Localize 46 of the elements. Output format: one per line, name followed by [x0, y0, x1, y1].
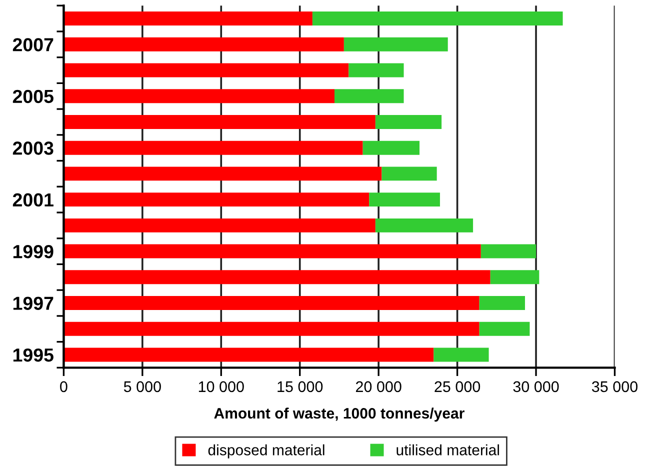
legend-label: disposed material: [208, 444, 324, 458]
x-tick-label: 15 000: [278, 381, 323, 392]
bar: [480, 244, 536, 258]
x-tick-label: 20 000: [356, 381, 402, 392]
bar: [64, 218, 376, 232]
x-tick-label: 35 000: [592, 381, 638, 392]
x-axis-title: Amount of waste, 1000 tonnes/year: [214, 408, 464, 422]
bar: [490, 270, 540, 284]
bar: [64, 89, 334, 104]
bar: [334, 89, 404, 104]
bar: [64, 140, 363, 155]
bar: [479, 322, 530, 336]
bar: [64, 12, 312, 26]
bar: [348, 63, 404, 78]
bar: [375, 218, 474, 232]
y-tick-label: 1999: [13, 244, 54, 258]
bar: [64, 296, 480, 310]
bar: [479, 296, 525, 310]
bar: [344, 37, 448, 52]
bar: [64, 192, 370, 207]
bar: [64, 244, 481, 258]
bar: [382, 166, 437, 181]
x-tick-label: 30 000: [513, 381, 559, 392]
y-tick-label: 2005: [12, 90, 54, 104]
bar: [362, 140, 420, 155]
bar: [64, 322, 480, 336]
bar: [64, 114, 376, 129]
bar: [64, 37, 344, 52]
x-tick-label: 10 000: [198, 381, 244, 392]
bar: [64, 270, 490, 284]
bar: [434, 348, 489, 362]
x-tick-label: 5 000: [124, 381, 161, 392]
y-tick-label: 1997: [13, 296, 54, 310]
y-tick-label: 2001: [12, 193, 54, 207]
x-tick-label: 0: [60, 381, 68, 392]
legend-label: utilised material: [396, 444, 499, 456]
bar: [64, 63, 349, 78]
bar: [312, 12, 563, 26]
bar: [369, 192, 440, 207]
x-tick-label: 25 000: [434, 381, 480, 392]
y-tick-label: 2007: [12, 38, 54, 52]
bar: [64, 348, 434, 362]
y-tick-label: 2003: [12, 142, 54, 155]
y-tick-label: 1995: [13, 348, 54, 362]
bar: [64, 166, 382, 181]
bar: [375, 114, 442, 129]
